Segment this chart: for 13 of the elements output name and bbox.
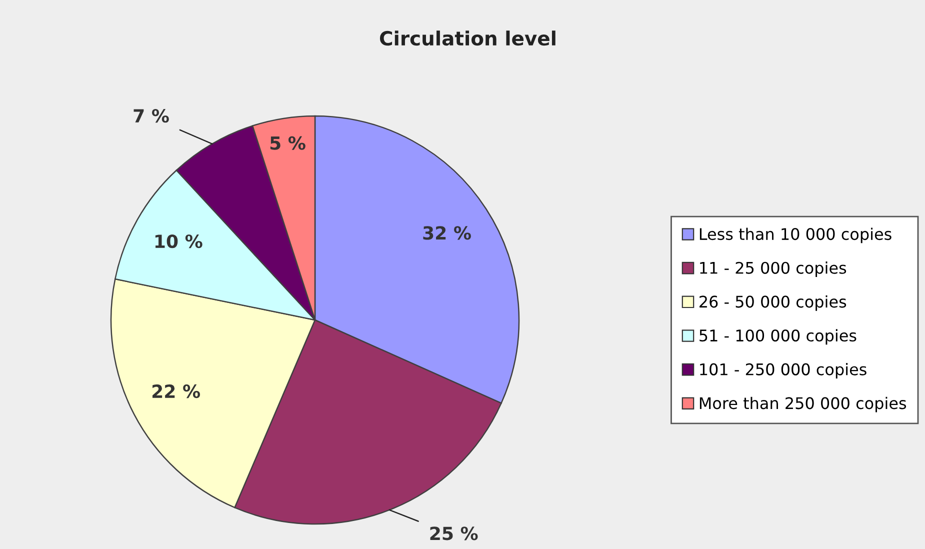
- data-label: 22 %: [152, 384, 200, 398]
- data-label: 10 %: [155, 234, 202, 248]
- legend-label: 11 - 25 000 copies: [700, 262, 846, 277]
- data-label: 7 %: [134, 109, 169, 123]
- data-label: 5 %: [270, 136, 306, 150]
- legend-label: Less than 10 000 copies: [700, 228, 892, 244]
- legend-label: More than 250 000 copies: [700, 396, 906, 412]
- legend-label: 51 - 100 000 copies: [700, 329, 856, 345]
- chart-title: Circulation level: [380, 30, 556, 46]
- legend-label: 101 - 250 000 copies: [700, 363, 866, 378]
- data-label: 32 %: [423, 226, 471, 240]
- data-label: 25 %: [430, 526, 478, 540]
- legend-label: 26 - 50 000 copies: [700, 295, 846, 311]
